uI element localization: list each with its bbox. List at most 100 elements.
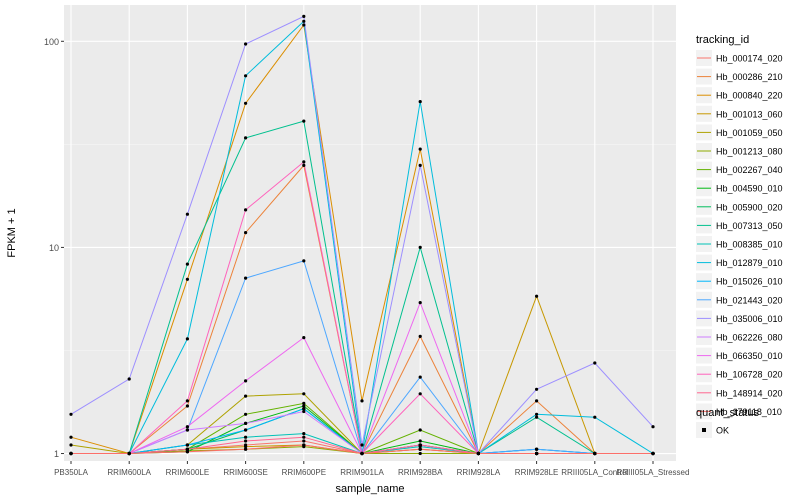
x-tick-label: RRIM600SE: [223, 468, 267, 477]
data-point: [302, 160, 306, 164]
data-point: [535, 387, 539, 391]
data-point: [360, 451, 364, 456]
legend-label: Hb_008385_010: [716, 240, 783, 250]
x-tick-label: RRIM600LA: [107, 468, 151, 477]
data-point: [127, 451, 131, 456]
legend-label: Hb_005900_020: [716, 202, 783, 212]
x-tick-label: RRIM600PE: [282, 468, 326, 477]
data-point: [593, 451, 597, 456]
data-point: [302, 435, 306, 439]
data-point: [302, 401, 306, 405]
data-point: [244, 101, 248, 105]
data-point: [302, 407, 306, 411]
data-point: [418, 301, 422, 305]
x-tick-label: RRIII05LA_Control: [561, 468, 628, 477]
data-point: [593, 361, 597, 365]
x-axis-title: sample_name: [335, 483, 404, 495]
data-point: [244, 439, 248, 443]
data-point: [185, 428, 189, 432]
y-tick-label: 10: [49, 243, 59, 253]
data-point: [244, 447, 248, 451]
data-point: [535, 412, 539, 416]
data-point: [185, 443, 189, 447]
data-point: [244, 42, 248, 46]
data-point: [185, 404, 189, 408]
color-legend: tracking_id Hb_000174_020Hb_000286_210Hb…: [696, 34, 783, 420]
data-point: [302, 432, 306, 436]
data-point: [418, 100, 422, 104]
shape-legend-label: OK: [716, 426, 729, 436]
data-point: [185, 337, 189, 341]
data-point: [244, 435, 248, 439]
x-tick-label: RRIM928BA: [398, 468, 443, 477]
legend-title: tracking_id: [696, 34, 749, 46]
data-point: [302, 392, 306, 396]
data-point: [535, 294, 539, 298]
data-point: [535, 399, 539, 403]
data-point: [244, 379, 248, 383]
legend-label: Hb_004590_010: [716, 184, 783, 194]
shape-legend-title: quant_status: [696, 407, 759, 419]
x-tick-label: RRIM928LA: [457, 468, 501, 477]
data-point: [302, 443, 306, 447]
y-tick-label: 1: [54, 449, 59, 459]
legend-label: Hb_066350_010: [716, 351, 783, 361]
y-axis-title: FPKM + 1: [6, 208, 18, 257]
data-point: [302, 259, 306, 263]
x-axis: PB350LA RRIM600LA RRIM600LE RRIM600SE RRIM60…: [54, 461, 689, 477]
data-point: [127, 377, 131, 381]
data-point: [302, 23, 306, 27]
legend-items: Hb_000174_020 Hb_000286_210 Hb_000840_220 H…: [696, 50, 783, 420]
data-point: [302, 404, 306, 408]
data-point: [244, 421, 248, 425]
data-point: [651, 451, 655, 456]
x-tick-label: RRIM901LA: [340, 468, 384, 477]
data-point: [302, 19, 306, 23]
data-point: [185, 399, 189, 403]
legend-label: Hb_001013_060: [716, 109, 783, 119]
legend-label: Hb_001213_080: [716, 147, 783, 157]
plot-panel: [64, 5, 676, 461]
data-point: [244, 394, 248, 398]
data-point: [244, 445, 248, 449]
data-point: [69, 435, 73, 439]
shape-legend-items: OK: [696, 422, 729, 438]
data-point: [185, 450, 189, 454]
legend-label: Hb_001059_050: [716, 128, 783, 138]
legend-label: Hb_062226_080: [716, 333, 783, 343]
data-point: [360, 399, 364, 403]
data-point: [418, 334, 422, 338]
data-point: [302, 409, 306, 414]
series-points: [69, 14, 655, 456]
data-point: [418, 147, 422, 151]
x-tick-label: PB350LA: [54, 468, 88, 477]
data-point: [69, 412, 73, 416]
shape-legend-marker: [702, 428, 706, 432]
legend-label: Hb_002267_040: [716, 165, 783, 175]
data-point: [185, 262, 189, 266]
data-point: [593, 415, 597, 419]
data-point: [535, 415, 539, 419]
data-point: [418, 392, 422, 396]
data-point: [418, 245, 422, 249]
data-point: [418, 439, 422, 443]
data-point: [244, 412, 248, 416]
x-tick-label: RRIM928LE: [515, 468, 559, 477]
x-tick-label: RRIM600LE: [166, 468, 210, 477]
data-point: [244, 231, 248, 235]
data-point: [302, 439, 306, 443]
data-point: [69, 451, 73, 456]
data-point: [418, 451, 422, 456]
legend-label: Hb_012879_010: [716, 258, 783, 268]
data-point: [302, 14, 306, 18]
data-point: [185, 277, 189, 281]
legend-label: Hb_021443_020: [716, 295, 783, 305]
data-point: [302, 336, 306, 340]
data-point: [535, 447, 539, 451]
y-axis: 1 10 100: [44, 37, 64, 459]
data-point: [302, 163, 306, 167]
legend-label: Hb_106728_020: [716, 370, 783, 380]
legend-label: Hb_000174_020: [716, 54, 783, 64]
legend-label: Hb_007313_050: [716, 221, 783, 231]
